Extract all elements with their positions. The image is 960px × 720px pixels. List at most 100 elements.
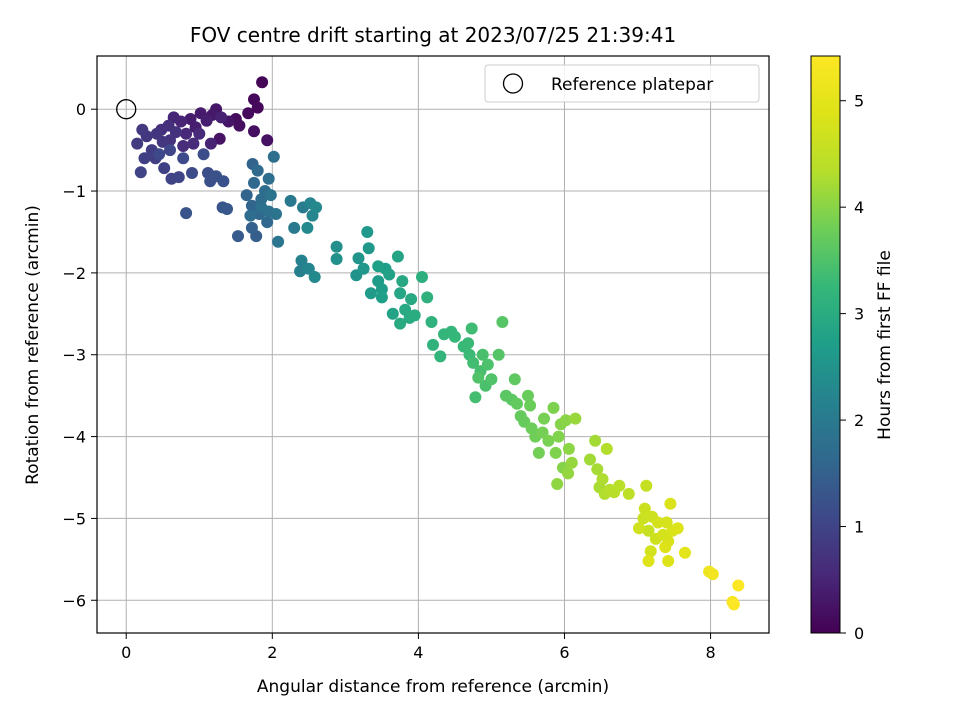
data-point — [131, 137, 144, 150]
data-point — [584, 453, 596, 466]
colorbar-tick-label: 5 — [854, 92, 864, 111]
colorbar-tick-label: 1 — [854, 518, 864, 537]
data-point — [591, 463, 604, 476]
data-point — [396, 275, 409, 288]
data-point — [153, 148, 166, 161]
data-point — [522, 389, 534, 402]
data-point — [180, 127, 193, 140]
reference-platepar-marker — [116, 99, 137, 120]
data-point — [394, 287, 407, 300]
data-point — [383, 268, 396, 281]
data-point — [652, 516, 664, 529]
data-point — [565, 456, 578, 469]
legend-label: Reference platepar — [551, 75, 713, 95]
data-point — [261, 134, 274, 147]
data-point — [177, 140, 190, 152]
data-point — [186, 167, 198, 179]
data-point — [638, 502, 651, 515]
data-point — [542, 434, 555, 447]
data-point — [197, 148, 210, 161]
data-point — [659, 541, 672, 554]
data-point — [508, 373, 521, 386]
data-point — [492, 348, 505, 361]
colorbar-gradient — [810, 55, 841, 634]
data-point — [642, 555, 655, 567]
data-point — [361, 226, 374, 238]
x-tick-label: 0 — [121, 643, 131, 662]
colorbar-ticks: 0 1 2 3 4 5 — [840, 92, 864, 643]
data-point — [732, 579, 745, 592]
colorbar-label: Hours from first FF file — [875, 250, 895, 440]
data-point — [372, 260, 385, 273]
data-point — [134, 166, 147, 179]
data-point — [232, 230, 244, 243]
y-axis-ticks: 0 −1 −2 −3 −4 −5 −6 — [62, 100, 97, 610]
data-point — [308, 271, 321, 283]
data-point — [421, 291, 434, 304]
data-point — [245, 221, 258, 234]
y-tick-label: 0 — [76, 100, 86, 119]
data-point — [416, 271, 428, 283]
colorbar-tick-label: 3 — [854, 305, 864, 324]
data-point — [642, 524, 655, 537]
data-point — [261, 216, 274, 229]
data-point — [511, 397, 523, 410]
data-point — [357, 262, 370, 275]
data-point — [613, 479, 626, 492]
data-point — [251, 164, 264, 177]
data-point — [240, 189, 253, 202]
data-point — [552, 430, 565, 443]
data-point — [538, 412, 550, 425]
data-point — [589, 434, 602, 447]
data-point — [136, 123, 149, 136]
data-point — [288, 221, 301, 234]
data-point — [465, 322, 478, 335]
data-point — [462, 337, 475, 350]
data-point — [496, 316, 509, 328]
data-point — [295, 254, 308, 267]
data-point — [272, 235, 285, 248]
data-point — [362, 242, 375, 255]
y-tick-label: −6 — [62, 591, 86, 610]
colorbar-tick-label: 2 — [854, 411, 864, 430]
data-point — [248, 125, 260, 138]
data-point — [248, 176, 260, 189]
data-point — [427, 338, 439, 351]
data-point — [164, 144, 176, 157]
data-point — [172, 171, 185, 184]
data-point — [187, 137, 200, 150]
x-tick-label: 6 — [559, 643, 569, 662]
data-point — [284, 194, 297, 207]
data-point — [727, 598, 740, 611]
data-point — [256, 76, 269, 89]
data-point — [204, 137, 217, 150]
data-point — [476, 348, 489, 361]
data-point — [386, 307, 399, 320]
data-point — [180, 207, 193, 220]
data-point — [213, 132, 226, 145]
data-point — [330, 240, 343, 253]
data-point — [310, 201, 323, 214]
data-point — [138, 152, 151, 165]
legend: Reference platepar — [484, 64, 760, 103]
legend-box — [484, 64, 760, 103]
y-tick-label: −3 — [62, 346, 86, 365]
x-axis-ticks: 0 2 4 6 8 — [121, 633, 716, 662]
data-point — [559, 414, 572, 427]
data-point — [485, 373, 498, 386]
data-point — [330, 253, 343, 265]
data-point — [352, 252, 365, 265]
data-point — [156, 135, 169, 148]
data-point — [600, 442, 613, 455]
data-point — [301, 221, 314, 234]
data-point — [270, 208, 282, 220]
data-point — [394, 317, 407, 330]
x-tick-label: 2 — [267, 643, 277, 662]
data-point — [391, 250, 404, 263]
data-point — [245, 199, 258, 212]
y-tick-label: −1 — [62, 182, 86, 201]
data-point — [524, 399, 537, 412]
data-point — [532, 446, 545, 459]
